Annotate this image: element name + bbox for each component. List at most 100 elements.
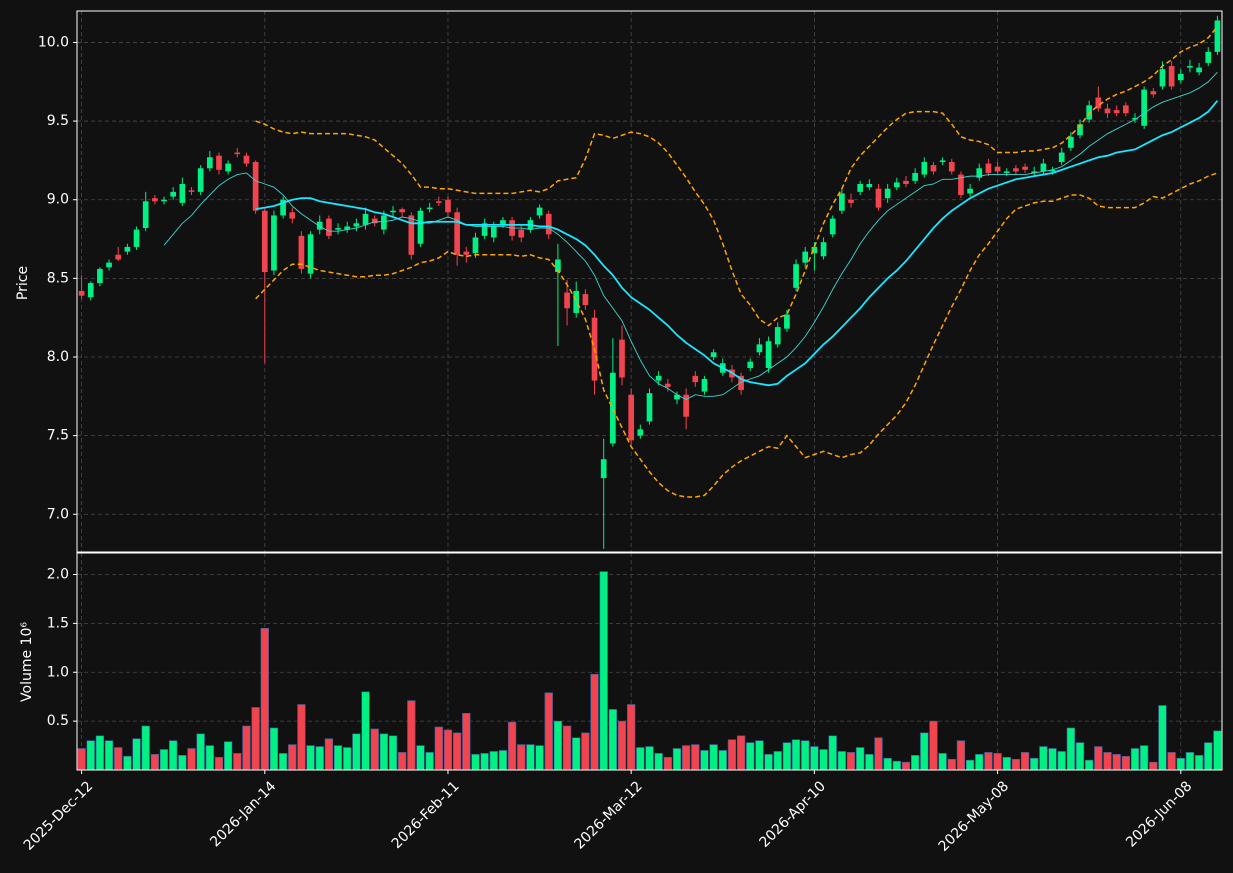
candle-body <box>271 215 277 271</box>
volume-bar <box>984 752 993 771</box>
volume-bar <box>700 750 709 771</box>
candle-body <box>664 383 671 387</box>
volume-bar <box>1020 752 1030 771</box>
candle-body <box>582 294 589 306</box>
volume-bar <box>1121 756 1130 771</box>
y-tick-label: 0.5 <box>47 713 69 729</box>
candle-body <box>216 155 222 170</box>
y-tick-label: 8.0 <box>47 349 69 365</box>
candle-body <box>307 234 314 274</box>
volume-bar <box>1094 746 1103 771</box>
volume-bar <box>333 745 343 771</box>
volume-bar <box>810 746 819 771</box>
candle-body <box>1068 136 1074 148</box>
volume-bar <box>746 742 755 771</box>
candle-body <box>600 459 607 479</box>
candle-body <box>243 155 250 164</box>
volume-bar <box>352 733 361 771</box>
y-tick-label: 2.0 <box>47 567 69 583</box>
y-tick-label: 9.0 <box>47 192 69 208</box>
candle-body <box>655 375 662 381</box>
volume-bar <box>627 704 636 771</box>
candle-body <box>756 344 763 353</box>
candle-body <box>829 218 836 235</box>
volume-bar <box>993 753 1002 771</box>
candle-body <box>985 163 992 173</box>
volume-bar <box>1075 742 1085 771</box>
y-tick-label: 1.0 <box>47 664 69 680</box>
candle-body <box>839 193 845 211</box>
candle-body <box>930 165 937 172</box>
volume-bar <box>452 732 462 771</box>
volume-bar <box>581 732 590 771</box>
volume-bar <box>773 751 782 771</box>
candle-body <box>1168 66 1175 87</box>
candle-body <box>903 180 909 184</box>
volume-bar <box>86 740 95 771</box>
volume-bar <box>636 747 645 771</box>
candle-body <box>1132 117 1138 120</box>
volume-bar <box>1185 752 1195 771</box>
volume-bar <box>407 700 416 771</box>
volume-bar <box>599 571 608 771</box>
volume-bar <box>251 707 260 771</box>
candle-body <box>848 199 854 203</box>
volume-bar <box>114 747 123 771</box>
volume-bar <box>233 753 242 771</box>
candle-body <box>610 372 616 444</box>
candle-body <box>921 161 928 175</box>
volume-bar <box>691 744 700 771</box>
candle-body <box>1013 168 1019 172</box>
candle-body <box>298 235 305 269</box>
candle-body <box>161 199 167 202</box>
volume-bar <box>929 720 938 771</box>
volume-bar <box>398 752 407 771</box>
volume-bar <box>956 740 966 771</box>
volume-bar <box>709 744 718 771</box>
volume-bar <box>1112 754 1121 771</box>
volume-bar <box>306 745 315 771</box>
volume-bar <box>489 751 498 771</box>
candle-body <box>1159 69 1166 87</box>
candle-body <box>747 361 754 368</box>
volume-bar <box>205 745 214 771</box>
volume-bar <box>883 757 892 771</box>
volume-bar <box>141 725 150 771</box>
candle-body <box>765 341 772 368</box>
candle-body <box>133 229 140 247</box>
candle-body <box>316 221 323 230</box>
candle-body <box>637 429 644 436</box>
volume-bar <box>196 733 205 771</box>
candle-body <box>1177 73 1184 81</box>
candle-body <box>1040 163 1047 172</box>
volume-bar <box>379 733 389 771</box>
volume-bar <box>654 753 663 771</box>
candle-body <box>1104 108 1111 114</box>
volume-bar <box>425 752 434 771</box>
candle-body <box>1205 51 1212 63</box>
candle-body <box>280 199 286 216</box>
volume-bar <box>1039 746 1048 771</box>
candle-body <box>564 292 570 309</box>
candle-body <box>939 160 946 162</box>
candle-body <box>252 161 259 211</box>
volume-bar <box>718 750 727 771</box>
volume-bar <box>123 756 132 771</box>
volume-bar <box>1194 755 1204 771</box>
candle-body <box>893 182 900 188</box>
volume-bar <box>874 737 883 771</box>
volume-bar <box>846 752 856 771</box>
candle-body <box>1031 171 1038 173</box>
candle-body <box>390 210 396 213</box>
candle-body <box>353 223 360 227</box>
candle-body <box>674 394 680 400</box>
volume-bar <box>242 725 251 771</box>
volume-axis-label: Volume 10⁶ <box>19 622 35 702</box>
volume-bar <box>947 758 956 771</box>
candle-body <box>142 201 149 229</box>
candle-body <box>692 375 699 383</box>
candle-body <box>106 262 112 268</box>
volume-bar <box>526 744 535 771</box>
candle-body <box>344 226 351 230</box>
volume-bar <box>498 750 508 771</box>
